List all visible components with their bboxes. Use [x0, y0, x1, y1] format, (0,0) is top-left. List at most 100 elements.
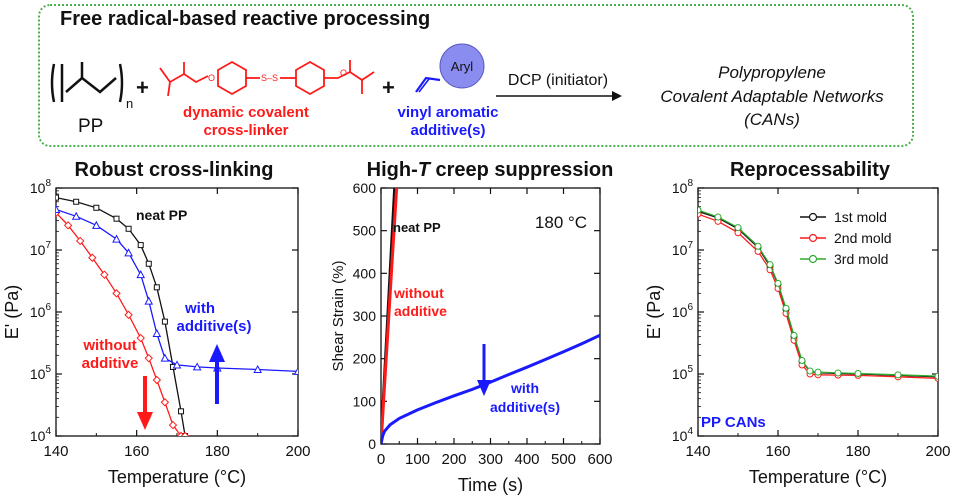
series-line-1st-mold — [698, 210, 938, 378]
chart-middle-xlabel: Time (s) — [458, 475, 523, 495]
x-tick-label: 100 — [405, 451, 430, 468]
chart-middle: 0 100 200 300 400 500 600 0 100 200 300 400 500 600 Ti… — [330, 180, 613, 495]
data-point — [766, 261, 774, 269]
y-tick-label: 600 — [353, 180, 377, 196]
data-point — [93, 204, 100, 211]
vinyl-aryl-structure — [415, 43, 485, 93]
data-point — [144, 353, 153, 363]
left-annot-with-2: additive(s) — [176, 318, 251, 335]
x-tick-label: 0 — [377, 451, 385, 468]
x-tick-label: 160 — [124, 443, 149, 460]
y-tick-label: 300 — [353, 308, 377, 324]
data-point — [88, 253, 97, 262]
y-tick-label: 108 — [30, 178, 52, 196]
legend-label: 2nd mold — [834, 230, 892, 246]
y-tick-label: 106 — [672, 302, 694, 320]
data-point — [160, 353, 170, 362]
series-line-neat-pp — [56, 196, 186, 436]
pp-subscript: n — [126, 96, 133, 111]
plus-sign-1: + — [136, 75, 149, 100]
aryl-label: Aryl — [451, 59, 474, 74]
data-point — [125, 225, 132, 232]
legend-marker — [808, 212, 818, 222]
crosslinker-label-1: dynamic covalent — [183, 104, 309, 121]
x-tick-label: 600 — [587, 451, 612, 468]
middle-annot-with-1: with — [510, 380, 539, 396]
y-tick-label: 105 — [672, 364, 694, 382]
data-point — [774, 279, 782, 287]
chart-right-xlabel: Temperature (°C) — [749, 467, 887, 487]
chart-right: 140 160 180 200 104 105 106 107 108 Temperature (… — [644, 178, 951, 487]
scheme-title: Free radical-based reactive processing — [60, 8, 431, 30]
y-tick-label: 107 — [672, 240, 694, 258]
y-tick-label: 0 — [368, 436, 376, 452]
initiator-label: DCP (initiator) — [508, 72, 608, 89]
data-point — [145, 260, 152, 267]
data-point — [161, 318, 168, 325]
middle-panel-title: High-T creep suppression — [367, 159, 614, 181]
middle-annot-neat: neat PP — [393, 220, 441, 235]
data-point — [782, 304, 790, 312]
middle-arrow-down-blue — [477, 344, 491, 396]
x-tick-label: 160 — [765, 443, 790, 460]
data-point — [124, 248, 133, 257]
product-line-2: Covalent Adaptable Networks — [660, 87, 884, 106]
crosslinker-o-left: O — [208, 73, 215, 83]
x-tick-label: 140 — [43, 443, 68, 460]
data-point — [806, 367, 814, 375]
legend-marker — [808, 254, 818, 264]
data-point — [112, 289, 121, 298]
chart-left: 140 160 180 200 104 105 106 107 108 Temperature (… — [2, 178, 311, 487]
x-tick-label: 200 — [285, 443, 310, 460]
x-tick-label: 300 — [478, 451, 503, 468]
plus-sign-2: + — [382, 75, 395, 100]
data-point — [834, 369, 842, 377]
data-point — [136, 333, 145, 343]
data-point — [714, 213, 722, 221]
chart-right-ylabel: E' (Pa) — [644, 285, 664, 339]
chart-left-ylabel: E' (Pa) — [2, 285, 22, 339]
legend-label: 3rd mold — [834, 251, 888, 267]
x-tick-label: 180 — [845, 443, 870, 460]
data-point — [160, 398, 170, 407]
data-point — [178, 408, 185, 415]
legend-label: 1st mold — [834, 209, 887, 225]
left-annot-without-1: without — [82, 337, 136, 354]
data-point — [91, 220, 101, 229]
left-annot-neat: neat PP — [136, 207, 187, 223]
data-point — [56, 194, 59, 201]
left-arrow-up-blue — [209, 344, 225, 404]
series-line-3rd-mold — [698, 209, 938, 377]
data-point — [293, 366, 298, 375]
data-point — [192, 362, 202, 371]
middle-annot-temp: 180 °C — [535, 213, 587, 232]
data-point — [144, 296, 154, 305]
crosslinker-label-2: cross-linker — [203, 122, 288, 139]
data-point — [56, 204, 61, 214]
middle-annot-without-2: additive — [394, 303, 447, 319]
data-point — [754, 242, 762, 250]
y-tick-label: 105 — [30, 364, 52, 382]
chart-left-xlabel: Temperature (°C) — [108, 467, 246, 487]
data-point — [253, 364, 263, 374]
y-tick-label: 104 — [30, 426, 52, 444]
data-point — [75, 236, 85, 246]
left-annot-with-1: with — [184, 300, 215, 317]
y-tick-label: 107 — [30, 240, 52, 258]
data-point — [113, 215, 120, 222]
x-tick-label: 140 — [685, 443, 710, 460]
data-point — [136, 270, 146, 279]
pp-structure — [50, 62, 124, 103]
crosslinker-structure — [159, 60, 375, 97]
reaction-arrow — [496, 91, 622, 101]
data-point — [790, 331, 798, 339]
vinyl-label-1: vinyl aromatic — [398, 104, 499, 121]
y-tick-label: 100 — [353, 393, 377, 409]
x-tick-label: 400 — [514, 451, 539, 468]
data-point — [71, 211, 81, 220]
y-tick-label: 106 — [30, 302, 52, 320]
left-annot-without-2: additive — [82, 355, 139, 372]
x-tick-label: 200 — [925, 443, 950, 460]
data-point — [168, 420, 178, 430]
